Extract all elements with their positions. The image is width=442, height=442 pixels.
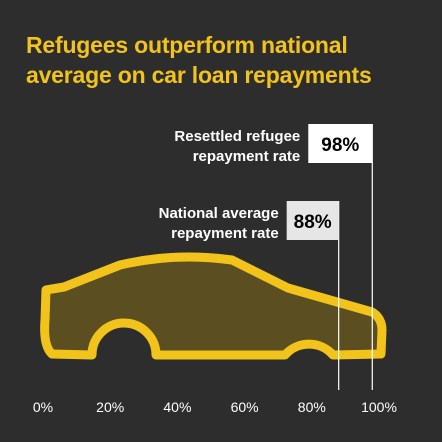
x-tick-label: 20% [96,399,124,415]
x-tick-label: 100% [361,399,397,415]
x-tick-label: 40% [163,399,191,415]
value-box-2 [286,201,339,240]
car-icon [40,252,387,360]
category-label-1-line-1: Resettled refugee [174,128,300,145]
value-box-1 [308,124,373,163]
category-label-1-line-2: repayment rate [193,148,301,165]
value-label-1: 98% [321,135,359,156]
chart-title: Refugees outperform national average on … [26,32,372,88]
x-tick-label: 80% [298,399,326,415]
x-tick-label: 60% [231,399,259,415]
x-tick-label: 0% [33,399,53,415]
category-label-2-line-2: repayment rate [171,225,279,242]
value-label-2: 88% [294,212,332,233]
category-label-2-line-1: National average [159,205,279,222]
